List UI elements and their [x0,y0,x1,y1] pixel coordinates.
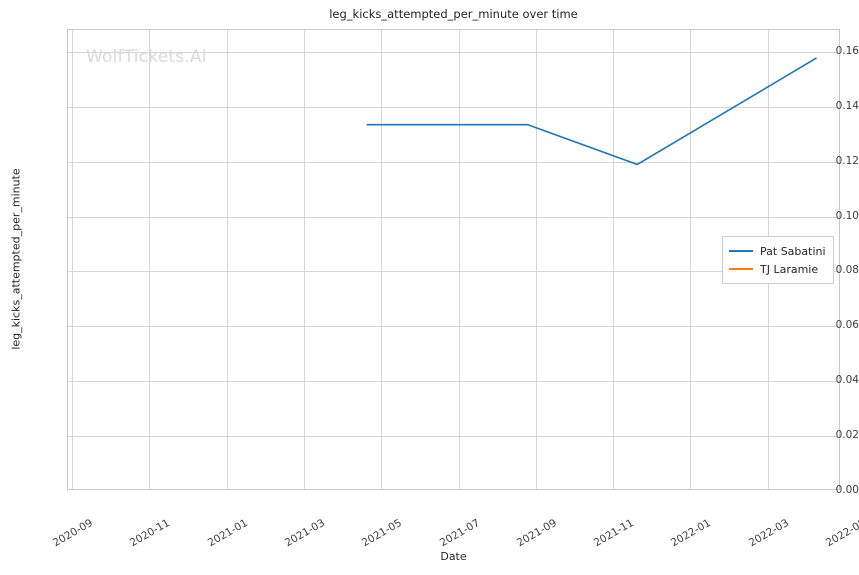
y-axis-tick-label: 0.10 [835,209,859,222]
legend-item[interactable]: TJ Laramie [729,260,826,278]
gridline-vertical [613,30,614,489]
gridline-horizontal [68,436,839,437]
gridline-horizontal [68,107,839,108]
gridline-vertical [690,30,691,489]
gridline-horizontal [68,217,839,218]
y-axis-tick-label: 0.08 [835,264,859,277]
y-axis-tick-label: 0.16 [835,44,859,57]
x-axis-tick-label: 2020-09 [50,516,95,550]
x-axis-tick-label: 2021-03 [282,516,327,550]
legend-label: TJ Laramie [760,262,819,276]
x-axis-tick-label: 2022-01 [669,516,714,550]
gridline-vertical [304,30,305,489]
gridline-horizontal [68,162,839,163]
gridline-vertical [72,30,73,489]
chart-legend[interactable]: Pat Sabatini TJ Laramie [722,236,834,284]
x-axis-tick-label: 2022-05 [823,516,859,550]
gridline-horizontal [68,271,839,272]
x-axis-tick-label: 2020-11 [128,516,173,550]
gridline-vertical [149,30,150,489]
x-axis-tick-label: 2021-09 [514,516,559,550]
y-axis-tick-label: 0.00 [835,484,859,496]
y-axis-tick-label: 0.04 [835,374,859,387]
y-axis-tick-label: 0.06 [835,319,859,332]
x-axis-tick-label: 2021-05 [360,516,405,550]
gridline-vertical [381,30,382,489]
legend-item[interactable]: Pat Sabatini [729,242,826,260]
gridline-vertical [459,30,460,489]
series-container [366,57,817,166]
x-axis-tick-label: 2021-11 [591,516,636,550]
legend-label: Pat Sabatini [760,244,826,258]
y-axis-tick-label: 0.14 [835,99,859,112]
gridline-vertical [227,30,228,489]
y-axis-label: leg_kicks_attempted_per_minute [9,168,23,350]
x-axis-label: Date [440,550,467,563]
y-axis-tick-label: 0.02 [835,429,859,442]
x-axis-tick-label: 2021-01 [205,516,250,550]
chart-title: leg_kicks_attempted_per_minute over time [329,7,578,21]
y-axis-label-holder: leg_kicks_attempted_per_minute [10,0,23,575]
gridline-vertical [536,30,537,489]
y-axis-tick-label: 0.12 [835,154,859,167]
legend-color-swatch [729,268,753,270]
gridline-horizontal [68,381,839,382]
legend-color-swatch [729,250,753,252]
gridline-horizontal [68,52,839,53]
gridline-horizontal [68,326,839,327]
line-series-pat-sabatini [366,57,817,166]
x-axis-tick-label: 2022-03 [746,516,791,550]
x-axis-tick-label: 2021-07 [437,516,482,550]
